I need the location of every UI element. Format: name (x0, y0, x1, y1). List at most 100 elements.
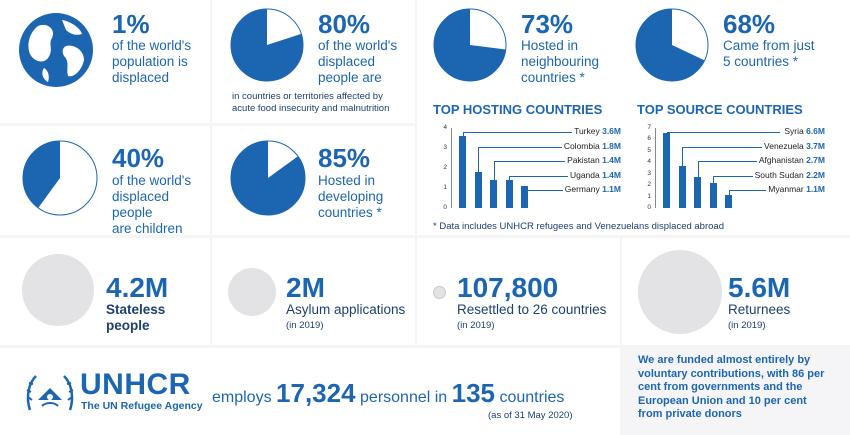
hosting-chart: 4 3 2 1 0 Turkey 3.6M Colombia 1.8M Pakistan 1.… (425, 124, 625, 216)
stat-desc-line: developing (318, 189, 384, 204)
y-tick-label: 7 (647, 124, 651, 131)
stat-desc: Hosted in neighbouring countries * (521, 38, 599, 86)
stat-desc-line: displaced people (112, 189, 170, 220)
leader-line (524, 190, 576, 191)
value-label: 2.2M (806, 169, 825, 180)
globe-icon (18, 12, 94, 88)
stat-desc: of the world's population is displaced (112, 38, 191, 86)
stat-extra-line: acute food insecurity and malnutrition (232, 103, 390, 114)
bubble-icon (433, 286, 446, 299)
panel-returnees: 5.6M Returnees (in 2019) (622, 238, 850, 345)
personnel-count: 17,324 (276, 378, 356, 408)
y-tick-label: 2 (647, 181, 651, 189)
pie-slice (231, 141, 305, 215)
y-tick-label: 1 (443, 184, 447, 191)
value-label: 1.1M (806, 184, 825, 194)
stat-value: 1% (112, 9, 150, 39)
stat-desc-line: Came from just (723, 38, 815, 53)
panel-resettled: 107,800 Resettled to 26 countries (in 20… (417, 238, 620, 345)
stat-desc-line: people are (318, 70, 382, 85)
bar (474, 172, 482, 208)
stat-desc-line: Hosted in (318, 173, 376, 188)
bar (725, 195, 732, 208)
bar (521, 186, 528, 208)
leader-line (478, 146, 576, 173)
stat-desc-line: displaced (318, 54, 376, 69)
stat-desc: Came from just 5 countries * (723, 38, 815, 70)
value-label: 3.6M (602, 126, 621, 136)
category-label: Venezuela (764, 140, 807, 151)
value-label: 1.4M (602, 169, 621, 180)
source-chart: 7 6 5 4 3 2 1 0 Syria 6.6M Venezuela 3.7M Afghanis… (629, 124, 829, 216)
funding-line: cent from governments and the (638, 381, 803, 393)
bubble-label: Returnees (728, 302, 791, 317)
category-label: Syria (784, 126, 807, 136)
stat-desc-line: are children (112, 221, 183, 236)
employs-text: employs (212, 389, 272, 406)
leader-line (462, 132, 576, 137)
bubble-sub: (in 2019) (286, 320, 324, 331)
stat-desc-line: of the world's (112, 38, 192, 53)
footnote: * Data includes UNHCR refugees and Venez… (433, 221, 724, 232)
bubble-value: 5.6M (728, 272, 791, 303)
leader-line (682, 146, 780, 167)
bubble-label: Resettled to 26 countries (457, 302, 607, 317)
chart-title: TOP HOSTING COUNTRIES (433, 102, 603, 117)
funding-line: European Union and 10 per cent (638, 394, 807, 407)
panel-stateless: 4.2M Stateless people (0, 238, 210, 345)
y-tick-label: 3 (443, 144, 447, 151)
value-label: 1.1M (602, 184, 621, 194)
bar (709, 182, 717, 208)
value-label: 6.6M (806, 126, 825, 136)
bubble-value: 4.2M (106, 272, 169, 303)
bar-label: Myanmar 1.1M (766, 184, 825, 194)
funding-line: voluntary contributions, with 86 per (638, 367, 825, 380)
pie-chart-icon (635, 8, 709, 82)
stat-desc-line: of the world's (112, 173, 192, 188)
bubble-value: 107,800 (457, 272, 559, 303)
funding-text: We are funded almost entirely by volunta… (638, 354, 824, 422)
stat-desc: of the world's displaced people are chil… (112, 173, 210, 237)
y-tick-label: 6 (647, 135, 651, 143)
pie-chart-icon (22, 140, 98, 216)
panel-children: 40% of the world's displaced people are … (0, 126, 210, 237)
value-label: 1.4M (602, 155, 621, 165)
unhcr-logo-icon (24, 370, 76, 414)
y-tick-label: 0 (647, 204, 651, 211)
panel-population: 1% of the world's population is displace… (0, 0, 210, 123)
category-label: Colombia (563, 140, 603, 151)
bar-label: South Sudan 2.2M (752, 169, 825, 180)
value-label: 3.7M (806, 140, 825, 151)
countries-count: 135 (451, 378, 496, 408)
as-of-date: (as of 31 May 2020) (488, 410, 573, 421)
stat-desc-line: countries * (521, 70, 585, 85)
stat-desc: Hosted in developing countries * (318, 173, 383, 221)
y-tick-label: 4 (443, 124, 447, 131)
bar (459, 136, 466, 208)
countries-text: countries (499, 389, 565, 406)
pie-chart-icon (230, 8, 304, 82)
leader-line (728, 190, 780, 197)
pie-slice (636, 9, 705, 82)
pie-slice (22, 141, 61, 208)
stat-extra-line: in countries or territories affected by (232, 91, 383, 102)
stat-desc-line: neighbouring (521, 54, 600, 69)
panel-food-insecurity: 80% of the world's displaced people are … (212, 0, 415, 123)
category-label: Myanmar (768, 184, 807, 194)
unhcr-logo-text: UNHCR (80, 368, 191, 401)
bar-label: Germany 1.1M (562, 184, 621, 194)
funding-line: We are funded almost entirely by (638, 354, 811, 366)
y-tick-label: 2 (443, 164, 447, 171)
funding-line: from private donors (638, 408, 742, 420)
category-label: South Sudan (754, 169, 807, 180)
leader-line (697, 161, 780, 179)
bar-label: Afghanistan 2.7M (756, 155, 825, 165)
stat-desc-line: Hosted in (521, 38, 579, 53)
bar (678, 165, 686, 208)
stat-desc: of the world's displaced people are (318, 38, 397, 86)
stat-value: 40% (112, 143, 165, 173)
stat-desc-line: 5 countries * (723, 54, 799, 69)
bar-label: Colombia 1.8M (561, 140, 621, 151)
value-label: 1.8M (602, 140, 621, 151)
stat-desc-line: countries * (318, 205, 382, 220)
